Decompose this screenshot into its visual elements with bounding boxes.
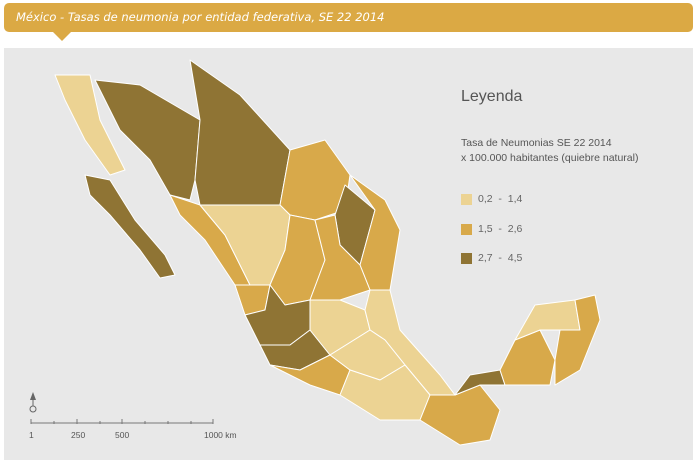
scale-bar bbox=[30, 419, 214, 424]
legend-item: 0,2 - 1,4 bbox=[461, 193, 522, 205]
state-baja-california-sur[interactable] bbox=[84, 174, 176, 279]
scale-label: 1 bbox=[29, 430, 34, 440]
title-pointer bbox=[52, 31, 72, 41]
legend-label: 2,7 - 4,5 bbox=[478, 252, 523, 264]
title-bar: México - Tasas de neumonia por entidad f… bbox=[4, 3, 693, 32]
legend-item: 2,7 - 4,5 bbox=[461, 252, 522, 264]
scale-label: 500 bbox=[115, 430, 130, 440]
legend-title: Leyenda bbox=[461, 88, 523, 105]
scale-label: 1000 km bbox=[204, 430, 237, 440]
legend-label: 0,2 - 1,4 bbox=[478, 193, 523, 205]
state-baja-california[interactable] bbox=[54, 74, 126, 176]
legend-subtitle: Tasa de Neumonias SE 22 2014 x 100.000 h… bbox=[461, 136, 638, 166]
legend-swatch bbox=[461, 252, 472, 264]
state-chiapas[interactable] bbox=[419, 384, 501, 446]
legend-swatch bbox=[461, 223, 472, 235]
legend-swatch bbox=[461, 193, 472, 205]
state-sonora[interactable] bbox=[94, 79, 201, 201]
north-arrow-icon bbox=[29, 392, 37, 413]
scale-label: 250 bbox=[71, 430, 86, 440]
state-oaxaca[interactable] bbox=[339, 364, 431, 421]
state-chihuahua[interactable] bbox=[189, 59, 291, 206]
legend-subtitle-line: x 100.000 habitantes (quiebre natural) bbox=[461, 152, 639, 164]
state-quintana-roo[interactable] bbox=[554, 294, 601, 386]
legend-item: 1,5 - 2,6 bbox=[461, 223, 522, 235]
legend-label: 1,5 - 2,6 bbox=[478, 223, 523, 235]
legend-subtitle-line: Tasa de Neumonias SE 22 2014 bbox=[461, 137, 612, 149]
map-title: México - Tasas de neumonia por entidad f… bbox=[16, 10, 385, 24]
state-campeche[interactable] bbox=[499, 329, 556, 386]
